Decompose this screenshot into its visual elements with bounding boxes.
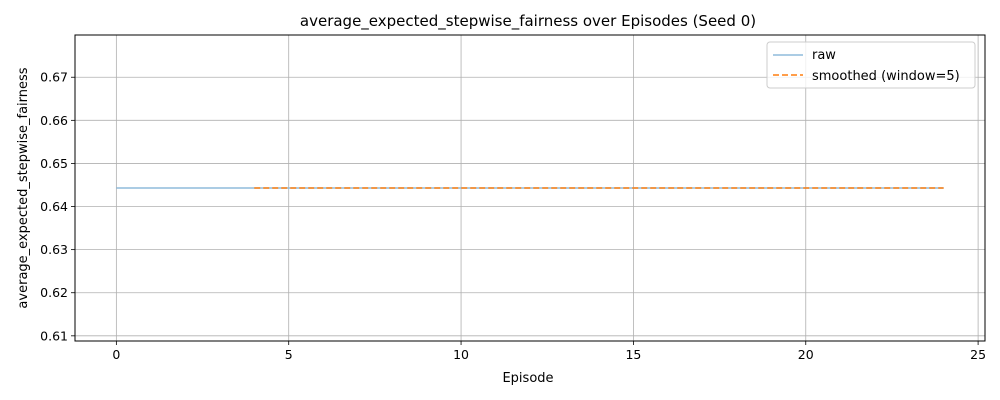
legend: raw smoothed (window=5) bbox=[766, 41, 976, 89]
legend-box bbox=[766, 41, 976, 89]
x-tick-label: 10 bbox=[453, 347, 469, 362]
chart-title: average_expected_stepwise_fairness over … bbox=[300, 12, 756, 31]
y-axis: 0.61 0.62 0.63 0.64 0.65 0.66 0.67 bbox=[40, 70, 75, 343]
y-tick-label: 0.61 bbox=[40, 328, 68, 343]
x-axis-label: Episode bbox=[502, 371, 553, 386]
x-tick-label: 5 bbox=[285, 347, 293, 362]
y-tick-label: 0.62 bbox=[40, 285, 68, 300]
y-tick-label: 0.66 bbox=[40, 113, 68, 128]
y-tick-label: 0.64 bbox=[40, 199, 68, 214]
x-tick-label: 20 bbox=[798, 347, 814, 362]
x-tick-label: 0 bbox=[112, 347, 120, 362]
y-axis-label: average_expected_stepwise_fairness bbox=[16, 67, 31, 308]
y-tick-label: 0.67 bbox=[40, 70, 68, 85]
x-axis: 0 5 10 15 20 25 bbox=[112, 341, 986, 362]
legend-label-raw: raw bbox=[812, 48, 836, 63]
y-tick-label: 0.65 bbox=[40, 156, 68, 171]
legend-label-smoothed: smoothed (window=5) bbox=[812, 69, 960, 84]
plot-frame bbox=[74, 34, 986, 342]
y-tick-label: 0.63 bbox=[40, 242, 68, 257]
x-tick-label: 15 bbox=[625, 347, 641, 362]
x-tick-label: 25 bbox=[970, 347, 986, 362]
